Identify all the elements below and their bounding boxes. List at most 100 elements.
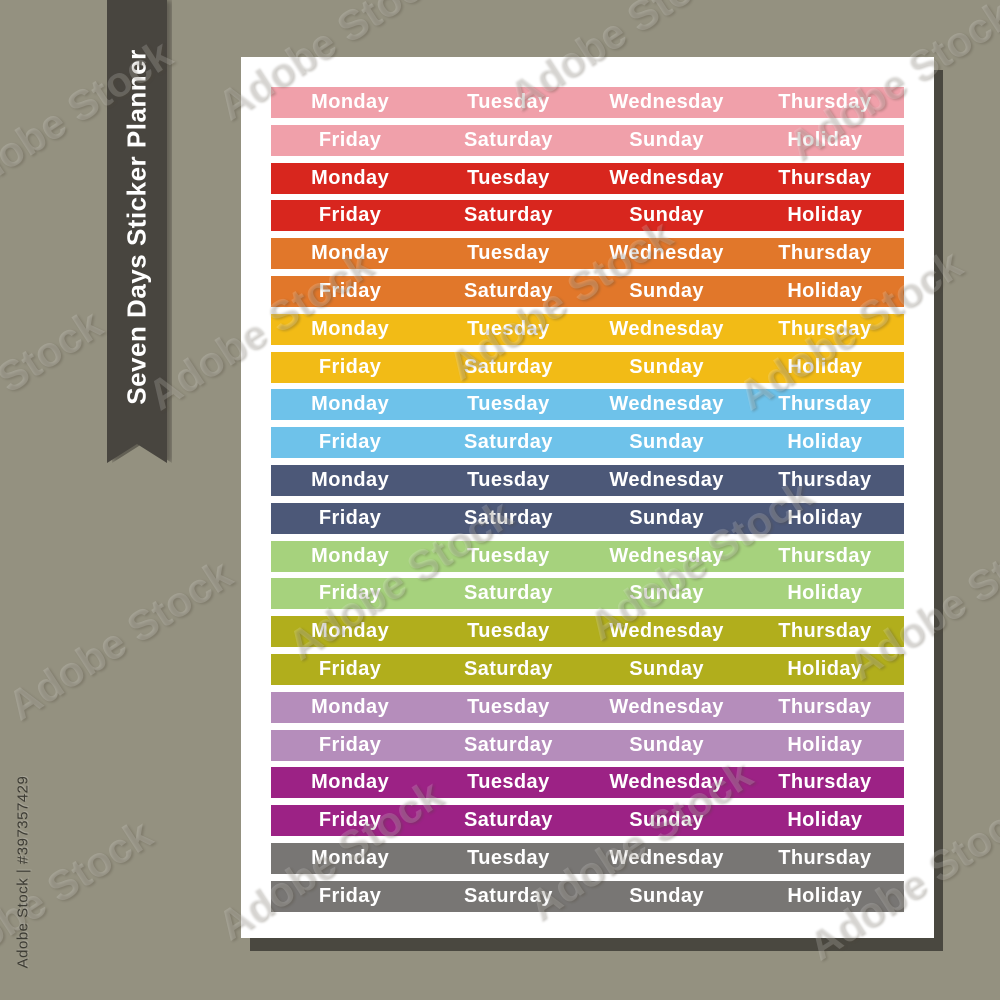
- day-cell-saturday: Saturday: [463, 128, 553, 151]
- day-cell-friday: Friday: [318, 506, 382, 529]
- day-cell-thursday: Thursday: [778, 620, 872, 643]
- day-cell-wednesday: Wednesday: [609, 468, 724, 491]
- day-cell-friday: Friday: [318, 733, 382, 756]
- day-cell-monday: Monday: [311, 771, 390, 794]
- day-cell-sunday: Sunday: [629, 355, 704, 378]
- day-cell-sunday: Sunday: [629, 204, 704, 227]
- day-cell-wednesday: Wednesday: [609, 695, 724, 718]
- day-cell-friday: Friday: [318, 279, 382, 302]
- day-cell-sunday: Sunday: [629, 809, 704, 832]
- day-cell-holiday: Holiday: [787, 657, 863, 680]
- day-cell-saturday: Saturday: [463, 279, 553, 302]
- sticker-row-red-weekend: Friday Saturday Sunday Holiday: [271, 200, 904, 232]
- day-cell-thursday: Thursday: [778, 166, 872, 189]
- day-cell-thursday: Thursday: [778, 846, 872, 869]
- day-cell-tuesday: Tuesday: [467, 242, 550, 265]
- day-cell-sunday: Sunday: [629, 733, 704, 756]
- day-cell-wednesday: Wednesday: [609, 91, 724, 113]
- title-ribbon: Seven Days Sticker Planner: [107, 0, 167, 463]
- day-cell-tuesday: Tuesday: [467, 91, 550, 113]
- day-cell-wednesday: Wednesday: [609, 620, 724, 643]
- day-cell-friday: Friday: [318, 809, 382, 832]
- sticker-row-lilac-weekend: Friday Saturday Sunday Holiday: [271, 729, 904, 761]
- sticker-row-sky-blue-weekend: Friday Saturday Sunday Holiday: [271, 427, 904, 459]
- day-cell-holiday: Holiday: [787, 582, 863, 605]
- day-cell-wednesday: Wednesday: [609, 166, 724, 189]
- day-cell-monday: Monday: [311, 468, 390, 491]
- day-cell-friday: Friday: [318, 128, 382, 151]
- stock-id-text: Adobe Stock | #397357429: [14, 775, 32, 969]
- sticker-row-sky-blue-weekdays: Monday Tuesday Wednesday Thursday: [271, 389, 904, 421]
- day-cell-thursday: Thursday: [778, 544, 872, 567]
- day-cell-sunday: Sunday: [629, 128, 704, 151]
- sticker-rows: Monday Tuesday Wednesday Thursday Friday Satu…: [271, 87, 904, 912]
- day-cell-monday: Monday: [311, 242, 390, 265]
- day-cell-thursday: Thursday: [778, 468, 872, 491]
- sticker-row-red-weekdays: Monday Tuesday Wednesday Thursday: [271, 162, 904, 194]
- sticker-row-pink-weekend: Friday Saturday Sunday Holiday: [271, 124, 904, 156]
- day-cell-saturday: Saturday: [463, 204, 553, 227]
- sticker-row-lilac-weekdays: Monday Tuesday Wednesday Thursday: [271, 691, 904, 723]
- day-cell-holiday: Holiday: [787, 884, 863, 907]
- day-cell-thursday: Thursday: [778, 242, 872, 265]
- day-cell-tuesday: Tuesday: [467, 771, 550, 794]
- sticker-row-orange-weekend: Friday Saturday Sunday Holiday: [271, 275, 904, 307]
- sticker-row-light-green-weekend: Friday Saturday Sunday Holiday: [271, 578, 904, 610]
- day-cell-holiday: Holiday: [787, 204, 863, 227]
- sticker-row-purple-weekend: Friday Saturday Sunday Holiday: [271, 805, 904, 837]
- day-cell-friday: Friday: [318, 657, 382, 680]
- day-cell-monday: Monday: [311, 695, 390, 718]
- day-cell-thursday: Thursday: [778, 695, 872, 718]
- day-cell-wednesday: Wednesday: [609, 771, 724, 794]
- day-cell-friday: Friday: [318, 355, 382, 378]
- sticker-row-pink-weekdays: Monday Tuesday Wednesday Thursday: [271, 87, 904, 118]
- day-cell-tuesday: Tuesday: [467, 846, 550, 869]
- day-cell-holiday: Holiday: [787, 809, 863, 832]
- day-cell-wednesday: Wednesday: [609, 846, 724, 869]
- sticker-row-yellow-weekdays: Monday Tuesday Wednesday Thursday: [271, 313, 904, 345]
- day-cell-sunday: Sunday: [629, 657, 704, 680]
- sticker-row-olive-green-weekdays: Monday Tuesday Wednesday Thursday: [271, 616, 904, 648]
- ribbon-title: Seven Days Sticker Planner: [121, 49, 152, 405]
- day-cell-tuesday: Tuesday: [467, 695, 550, 718]
- day-cell-monday: Monday: [311, 620, 390, 643]
- day-cell-saturday: Saturday: [463, 506, 553, 529]
- day-cell-monday: Monday: [311, 846, 390, 869]
- sticker-sheet: Monday Tuesday Wednesday Thursday Friday Satu…: [241, 57, 934, 938]
- day-cell-saturday: Saturday: [463, 657, 553, 680]
- sticker-row-slate-blue-weekend: Friday Saturday Sunday Holiday: [271, 502, 904, 534]
- day-cell-monday: Monday: [311, 91, 390, 113]
- day-cell-tuesday: Tuesday: [467, 620, 550, 643]
- day-cell-tuesday: Tuesday: [467, 317, 550, 340]
- day-cell-holiday: Holiday: [787, 279, 863, 302]
- adobe-stock-watermark: Adobe Stock: [0, 299, 111, 480]
- day-cell-tuesday: Tuesday: [467, 166, 550, 189]
- day-cell-saturday: Saturday: [463, 582, 553, 605]
- day-cell-friday: Friday: [318, 204, 382, 227]
- day-cell-holiday: Holiday: [787, 506, 863, 529]
- day-cell-saturday: Saturday: [463, 431, 553, 454]
- day-cell-sunday: Sunday: [629, 279, 704, 302]
- day-cell-holiday: Holiday: [787, 733, 863, 756]
- day-cell-saturday: Saturday: [463, 884, 553, 907]
- day-cell-friday: Friday: [318, 884, 382, 907]
- day-cell-holiday: Holiday: [787, 128, 863, 151]
- day-cell-saturday: Saturday: [463, 809, 553, 832]
- day-cell-friday: Friday: [318, 431, 382, 454]
- day-cell-wednesday: Wednesday: [609, 544, 724, 567]
- day-cell-thursday: Thursday: [778, 317, 872, 340]
- day-cell-monday: Monday: [311, 166, 390, 189]
- day-cell-tuesday: Tuesday: [467, 468, 550, 491]
- ribbon-banner: Seven Days Sticker Planner: [107, 0, 167, 463]
- day-cell-sunday: Sunday: [629, 506, 704, 529]
- day-cell-monday: Monday: [311, 544, 390, 567]
- day-cell-holiday: Holiday: [787, 355, 863, 378]
- sticker-row-purple-weekdays: Monday Tuesday Wednesday Thursday: [271, 767, 904, 799]
- sticker-row-orange-weekdays: Monday Tuesday Wednesday Thursday: [271, 238, 904, 270]
- day-cell-monday: Monday: [311, 317, 390, 340]
- day-cell-sunday: Sunday: [629, 582, 704, 605]
- day-cell-thursday: Thursday: [778, 91, 872, 113]
- day-cell-sunday: Sunday: [629, 884, 704, 907]
- sticker-row-gray-weekend: Friday Saturday Sunday Holiday: [271, 880, 904, 912]
